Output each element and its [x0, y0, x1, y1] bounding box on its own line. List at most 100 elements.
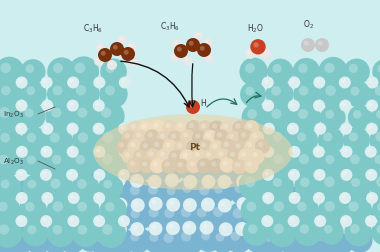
- Circle shape: [247, 123, 252, 129]
- Circle shape: [59, 203, 88, 232]
- Circle shape: [142, 162, 147, 167]
- Circle shape: [113, 198, 127, 212]
- Circle shape: [105, 86, 115, 96]
- Circle shape: [105, 202, 115, 212]
- Circle shape: [142, 179, 171, 208]
- Circle shape: [294, 172, 322, 200]
- Circle shape: [248, 183, 258, 193]
- Circle shape: [324, 225, 332, 234]
- Circle shape: [182, 153, 188, 158]
- Circle shape: [101, 52, 106, 56]
- Circle shape: [50, 179, 60, 189]
- Circle shape: [150, 178, 155, 183]
- Circle shape: [291, 202, 296, 206]
- Circle shape: [66, 146, 79, 158]
- Circle shape: [68, 192, 80, 204]
- Circle shape: [100, 59, 127, 86]
- Circle shape: [127, 158, 142, 173]
- Circle shape: [298, 183, 307, 193]
- Circle shape: [273, 178, 282, 187]
- Circle shape: [261, 215, 273, 227]
- Circle shape: [297, 133, 306, 142]
- Circle shape: [109, 63, 112, 66]
- Circle shape: [201, 232, 210, 240]
- Circle shape: [264, 172, 269, 176]
- Circle shape: [110, 43, 124, 57]
- Circle shape: [45, 224, 50, 229]
- Circle shape: [245, 87, 254, 96]
- Circle shape: [41, 178, 71, 208]
- Circle shape: [326, 225, 331, 230]
- Circle shape: [340, 146, 353, 158]
- Circle shape: [172, 40, 182, 50]
- Circle shape: [277, 225, 308, 252]
- Circle shape: [183, 57, 193, 67]
- Circle shape: [150, 163, 159, 172]
- Circle shape: [246, 202, 256, 212]
- Circle shape: [199, 185, 209, 196]
- Circle shape: [95, 231, 106, 242]
- Circle shape: [166, 198, 180, 212]
- Circle shape: [365, 215, 377, 227]
- Circle shape: [238, 225, 243, 230]
- Circle shape: [268, 195, 298, 225]
- Circle shape: [142, 201, 172, 231]
- Circle shape: [236, 144, 241, 149]
- Circle shape: [164, 208, 174, 218]
- Circle shape: [331, 232, 341, 242]
- Circle shape: [219, 223, 233, 236]
- Circle shape: [113, 161, 123, 171]
- Circle shape: [40, 215, 52, 227]
- Circle shape: [63, 201, 67, 206]
- Circle shape: [175, 159, 190, 174]
- Circle shape: [62, 225, 67, 230]
- Circle shape: [319, 220, 344, 245]
- Circle shape: [24, 178, 50, 205]
- Circle shape: [11, 205, 36, 230]
- Circle shape: [268, 59, 293, 85]
- Circle shape: [288, 192, 301, 204]
- Circle shape: [289, 125, 293, 130]
- Circle shape: [326, 157, 353, 184]
- Circle shape: [0, 101, 24, 132]
- Circle shape: [272, 65, 282, 74]
- Circle shape: [160, 134, 165, 139]
- Circle shape: [125, 134, 130, 139]
- Circle shape: [243, 127, 270, 154]
- Circle shape: [266, 184, 276, 193]
- Circle shape: [0, 81, 23, 108]
- Circle shape: [253, 174, 267, 187]
- Circle shape: [245, 177, 255, 187]
- Circle shape: [42, 222, 56, 235]
- Circle shape: [314, 169, 326, 181]
- Circle shape: [186, 159, 201, 174]
- Circle shape: [272, 199, 286, 213]
- Circle shape: [183, 198, 197, 212]
- Circle shape: [215, 160, 224, 169]
- Circle shape: [369, 150, 380, 176]
- Circle shape: [349, 65, 358, 74]
- Circle shape: [20, 197, 47, 224]
- Circle shape: [0, 155, 8, 165]
- Circle shape: [287, 123, 299, 135]
- Circle shape: [83, 186, 92, 196]
- Circle shape: [350, 187, 359, 196]
- Circle shape: [6, 175, 20, 189]
- Circle shape: [98, 175, 123, 200]
- Circle shape: [64, 209, 74, 219]
- Circle shape: [301, 162, 310, 171]
- Circle shape: [320, 150, 346, 176]
- Circle shape: [28, 159, 38, 170]
- Circle shape: [301, 39, 315, 53]
- Circle shape: [325, 155, 334, 165]
- Circle shape: [315, 103, 320, 107]
- Circle shape: [265, 209, 275, 219]
- Circle shape: [359, 174, 373, 188]
- Circle shape: [196, 227, 222, 252]
- Circle shape: [264, 195, 269, 199]
- Circle shape: [241, 133, 246, 138]
- Circle shape: [133, 201, 138, 206]
- Circle shape: [271, 222, 285, 236]
- Circle shape: [198, 160, 209, 170]
- Circle shape: [41, 192, 53, 204]
